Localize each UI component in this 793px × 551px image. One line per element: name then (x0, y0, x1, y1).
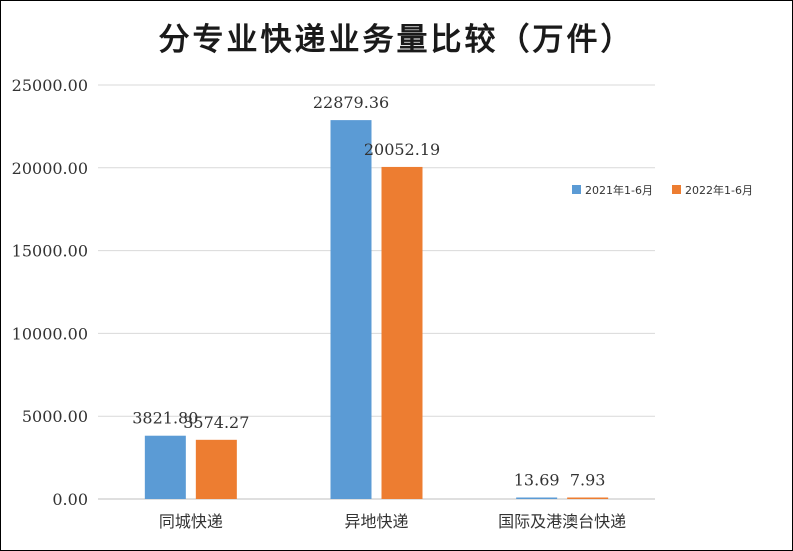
legend-swatch (672, 185, 681, 194)
bar (381, 166, 423, 499)
gridlines (98, 84, 655, 500)
data-label: 20052.19 (364, 140, 440, 159)
bar (195, 439, 237, 499)
legend: 2021年1-6月 2022年1-6月 (572, 183, 753, 197)
x-axis-categories: 同城快递 异地快递 国际及港澳台快递 (159, 512, 626, 531)
data-label: 3821.80 (132, 409, 198, 428)
y-tick-label: 0.00 (52, 490, 88, 509)
x-category-label: 同城快递 (159, 512, 223, 531)
y-tick-label: 5000.00 (22, 407, 88, 426)
legend-label: 2021年1-6月 (585, 183, 653, 197)
legend-label: 2022年1-6月 (685, 183, 753, 197)
y-tick-label: 15000.00 (12, 242, 88, 261)
y-tick-label: 10000.00 (12, 324, 88, 343)
bar (516, 497, 558, 499)
x-category-label: 异地快递 (344, 512, 408, 531)
bar (567, 497, 609, 499)
data-label: 7.93 (570, 471, 606, 490)
bar (144, 435, 186, 499)
bar (330, 120, 372, 499)
y-tick-label: 20000.00 (12, 159, 88, 178)
x-category-label: 国际及港澳台快递 (498, 512, 626, 531)
data-label: 22879.36 (313, 93, 389, 112)
data-label: 3574.27 (183, 413, 249, 432)
legend-swatch (572, 185, 581, 194)
y-axis-ticks: 0.00 5000.00 10000.00 15000.00 20000.00 25000… (12, 76, 88, 509)
bars (144, 120, 609, 499)
y-tick-label: 25000.00 (12, 76, 88, 95)
data-label: 13.69 (514, 471, 560, 490)
chart-title: 分专业快递业务量比较（万件） (158, 22, 635, 58)
